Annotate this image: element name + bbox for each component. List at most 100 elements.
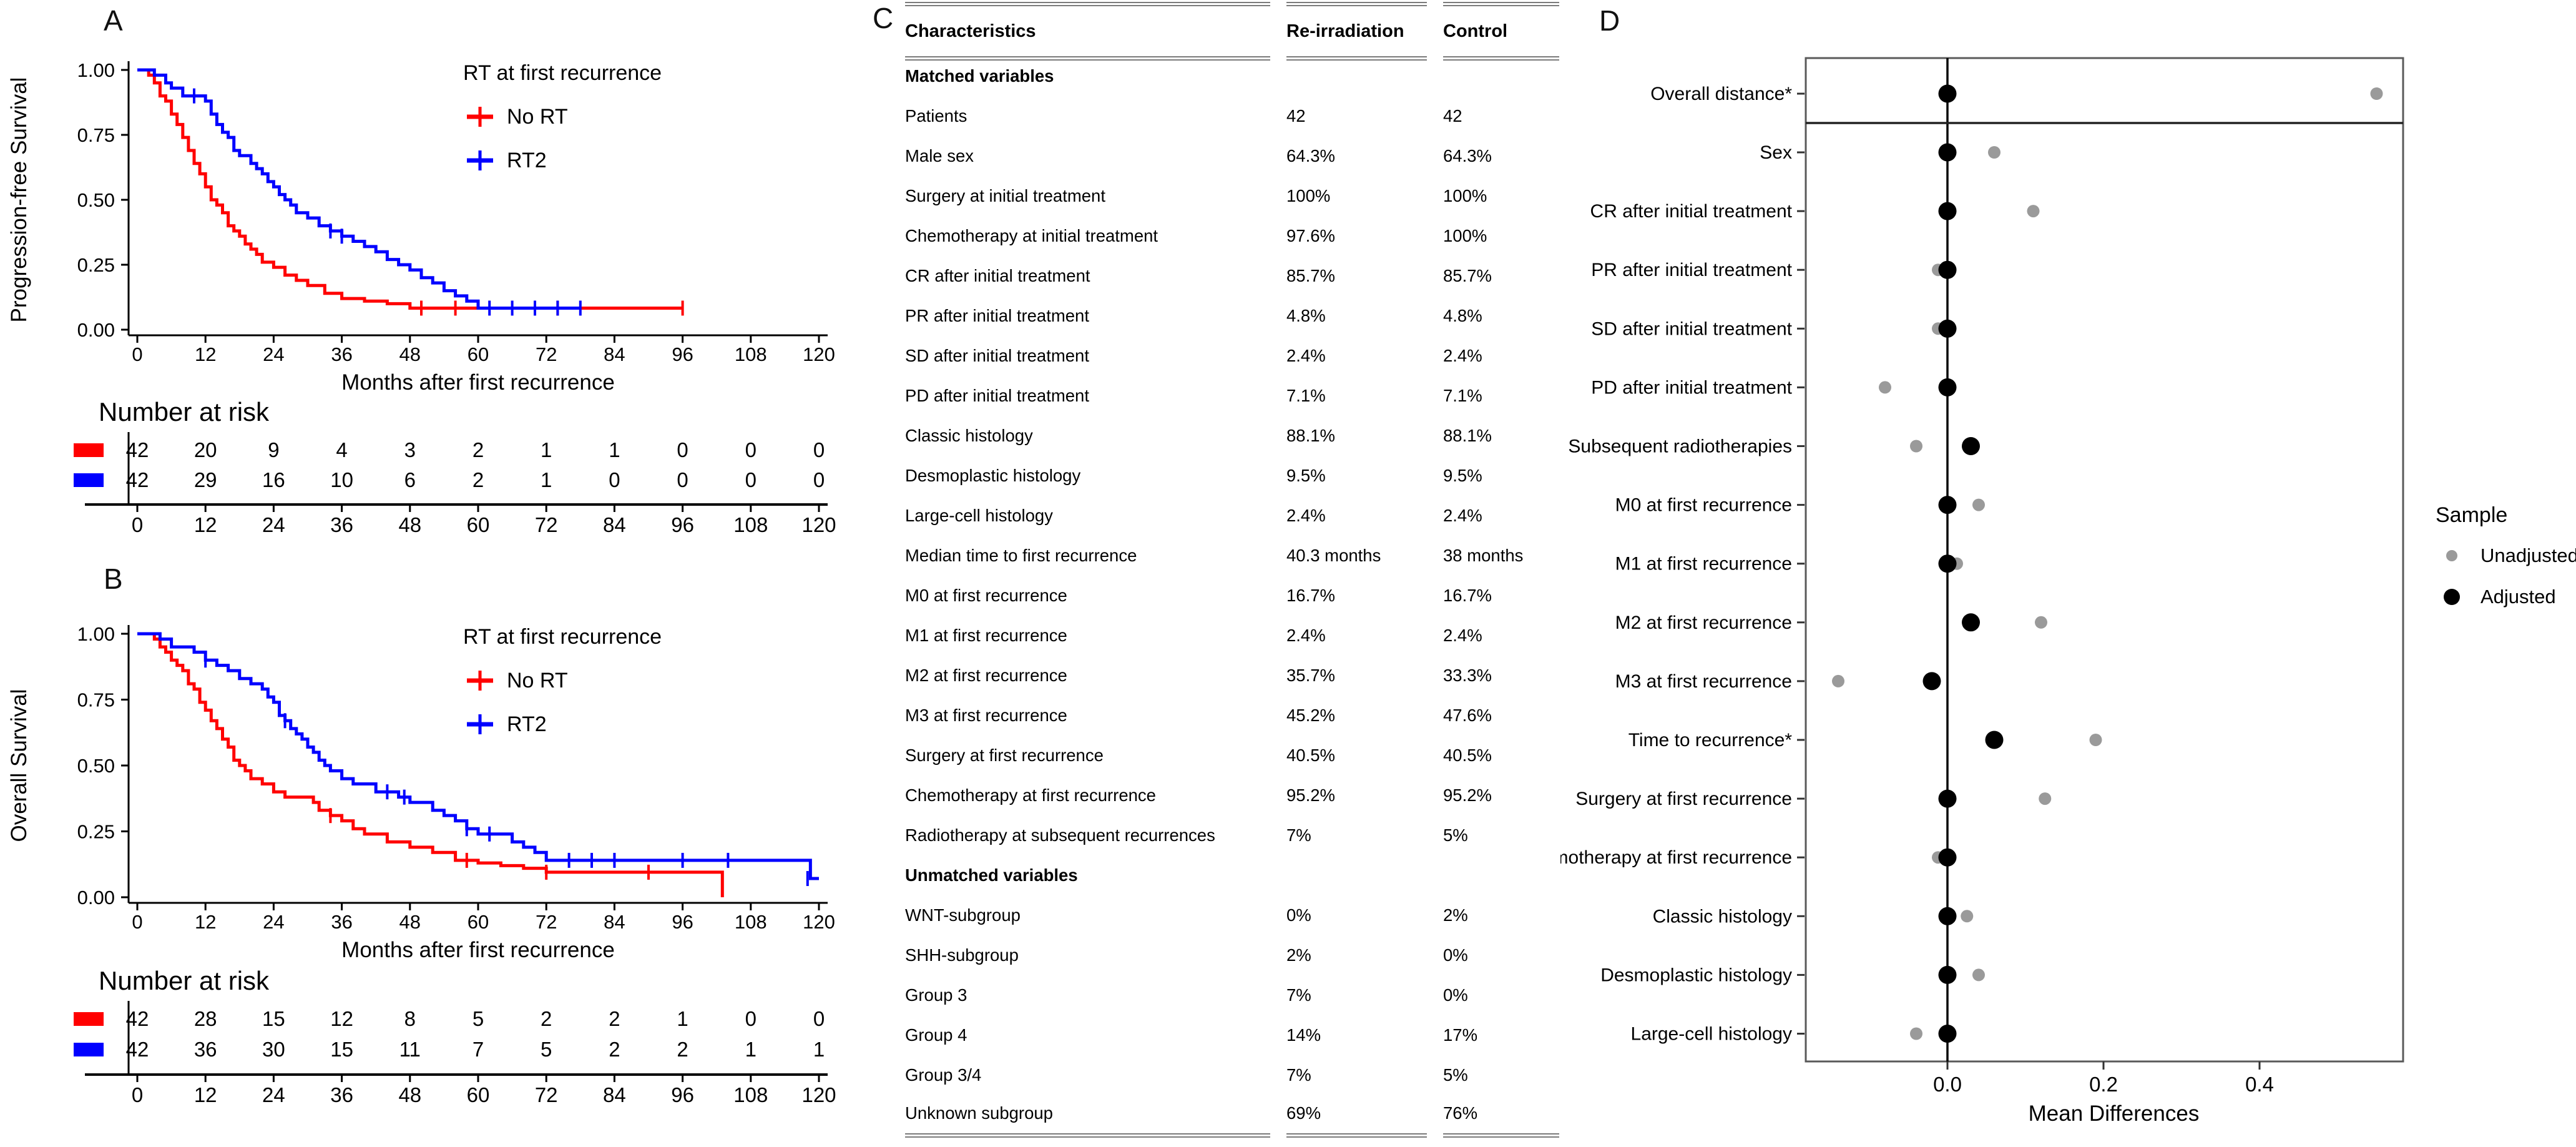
x-tick-label: 36 [331,343,352,365]
x-tick-label: 96 [672,911,693,933]
row-label: M1 at first recurrence [1615,554,1792,574]
risk-count: 7 [473,1038,484,1061]
legend-entry-label: No RT [507,669,568,692]
table-row: Radiotherapy at subsequent recurrences 7%… [905,815,1559,855]
risk-table-title: Number at risk [99,397,270,426]
characteristic-name: SHH-subgroup [905,945,1019,965]
characteristic-name: M0 at first recurrence [905,586,1067,605]
risk-table-title: Number at risk [99,966,270,995]
reirradiation-value: 100% [1286,186,1331,205]
x-tick-label: 120 [803,343,835,365]
reirradiation-value: Re-irradiation [1286,2,1427,61]
legend-title: RT at first recurrence [463,61,662,85]
risk-axis-tick-label: 120 [801,1083,836,1106]
risk-axis-tick-label: 96 [671,513,694,536]
y-tick-label: 1.00 [77,59,115,81]
control-value: 2.4% [1443,346,1482,365]
y-tick-label: 0.25 [77,821,115,843]
km-svg: 0.000.250.500.751.000 12 24 36 48 60 72 84 96 108… [7,623,836,1106]
legend-entry-label: RT2 [507,712,547,736]
risk-count: 15 [262,1007,285,1030]
unadjusted-dot [1879,381,1891,394]
risk-count: 0 [677,468,688,491]
panel-a-pfs-km-plot: 0.00 0.25 0.50 0.75 1.00 0 12 24 36 48 60 72 84 96 108… [0,0,874,559]
adjusted-dot [1938,319,1957,338]
risk-axis-tick-label: 36 [330,1083,353,1106]
risk-count: 10 [330,468,353,491]
control-value: 9.5% [1443,466,1482,485]
risk-count: 1 [813,1038,825,1061]
control-value: 100% [1443,226,1487,245]
risk-count: 5 [473,1007,484,1030]
x-tick-label: 108 [735,911,767,933]
legend-entry-label: Unadjusted [2481,544,2576,566]
km-curve-no-rt [137,632,724,897]
control-value: 2.4% [1443,626,1482,645]
adjusted-dot [1962,437,1980,455]
x-tick-label: 12 [195,911,216,933]
control-value: 64.3% [1443,146,1492,165]
y-tick-label: 0.00 [77,887,115,908]
unadjusted-dot [1910,1027,1922,1040]
risk-axis-tick-label: 108 [733,1083,768,1106]
risk-axis-tick-label: 24 [262,513,285,536]
reirradiation-value: 16.7% [1286,586,1335,605]
risk-count: 2 [609,1007,620,1030]
x-tick-label: 12 [195,343,216,365]
adjusted-dot [1938,907,1957,925]
risk-axis-tick-label: 72 [535,1083,558,1106]
control-value: 5% [1443,1065,1468,1085]
control-value: 100% [1443,186,1487,205]
row-label: M3 at first recurrence [1615,671,1792,692]
risk-count: 0 [813,1007,825,1030]
unadjusted-dot [1832,674,1844,687]
risk-count: 16 [262,468,285,491]
reirradiation-value: 40.3 months [1286,546,1381,565]
panel-label-b: B [104,563,123,595]
characteristic-name: WNT-subgroup [905,905,1021,925]
unadjusted-dot [1961,910,1974,923]
row-label: Classic histology [1653,906,1792,927]
row-label: Desmoplastic histology [1600,965,1792,985]
table-row: Chemotherapy at initial treatment 97.6% 10… [905,216,1559,256]
risk-axis-tick-label: 0 [132,1083,143,1106]
risk-row-swatch [74,443,104,457]
x-tick-label: 96 [672,343,693,365]
control-value: 40.5% [1443,746,1492,765]
panel-label-a: A [104,4,123,37]
risk-count: 42 [126,438,149,461]
risk-count: 42 [126,1038,149,1061]
row-label: PR after initial treatment [1591,260,1792,280]
table-row: Male sex 64.3% 64.3% [905,136,1559,176]
characteristic-name: SD after initial treatment [905,346,1089,365]
risk-count: 12 [330,1007,353,1030]
risk-count: 1 [745,1038,757,1061]
control-value: 42 [1443,106,1462,126]
unadjusted-dot [2027,205,2040,218]
unadjusted-dot [2039,792,2052,805]
risk-count: 30 [262,1038,285,1061]
reirradiation-value: 88.1% [1286,426,1335,445]
y-tick-label: 0.75 [77,124,115,146]
table-header-row: Characteristics Re-irradiation Control [905,2,1559,61]
x-axis-title: Mean Differences [2029,1101,2200,1126]
row-label: M2 at first recurrence [1615,613,1792,633]
characteristic-name: Group 4 [905,1025,967,1045]
adjusted-dot [1938,202,1957,220]
control-value: 4.8% [1443,306,1482,325]
risk-count: 1 [541,438,552,461]
adjusted-dot [1938,84,1957,103]
characteristic-name: Desmoplastic histology [905,466,1081,485]
adjusted-dot [1962,613,1980,632]
table-section-header: Matched variables [905,56,1559,96]
panel-c-characteristics-table: Characteristics Re-irradiation Control Matc… [871,0,1560,1147]
risk-count: 2 [677,1038,688,1061]
characteristic-name: Unmatched variables [905,865,1078,885]
risk-axis-tick-label: 84 [603,1083,626,1106]
risk-count: 2 [609,1038,620,1061]
table-row: CR after initial treatment 85.7% 85.7% [905,256,1559,296]
table-row: Chemotherapy at first recurrence 95.2% 95.… [905,775,1559,815]
risk-count: 2 [473,438,484,461]
table-row: Classic histology 88.1% 88.1% [905,416,1559,456]
x-tick-label: 84 [604,911,625,933]
